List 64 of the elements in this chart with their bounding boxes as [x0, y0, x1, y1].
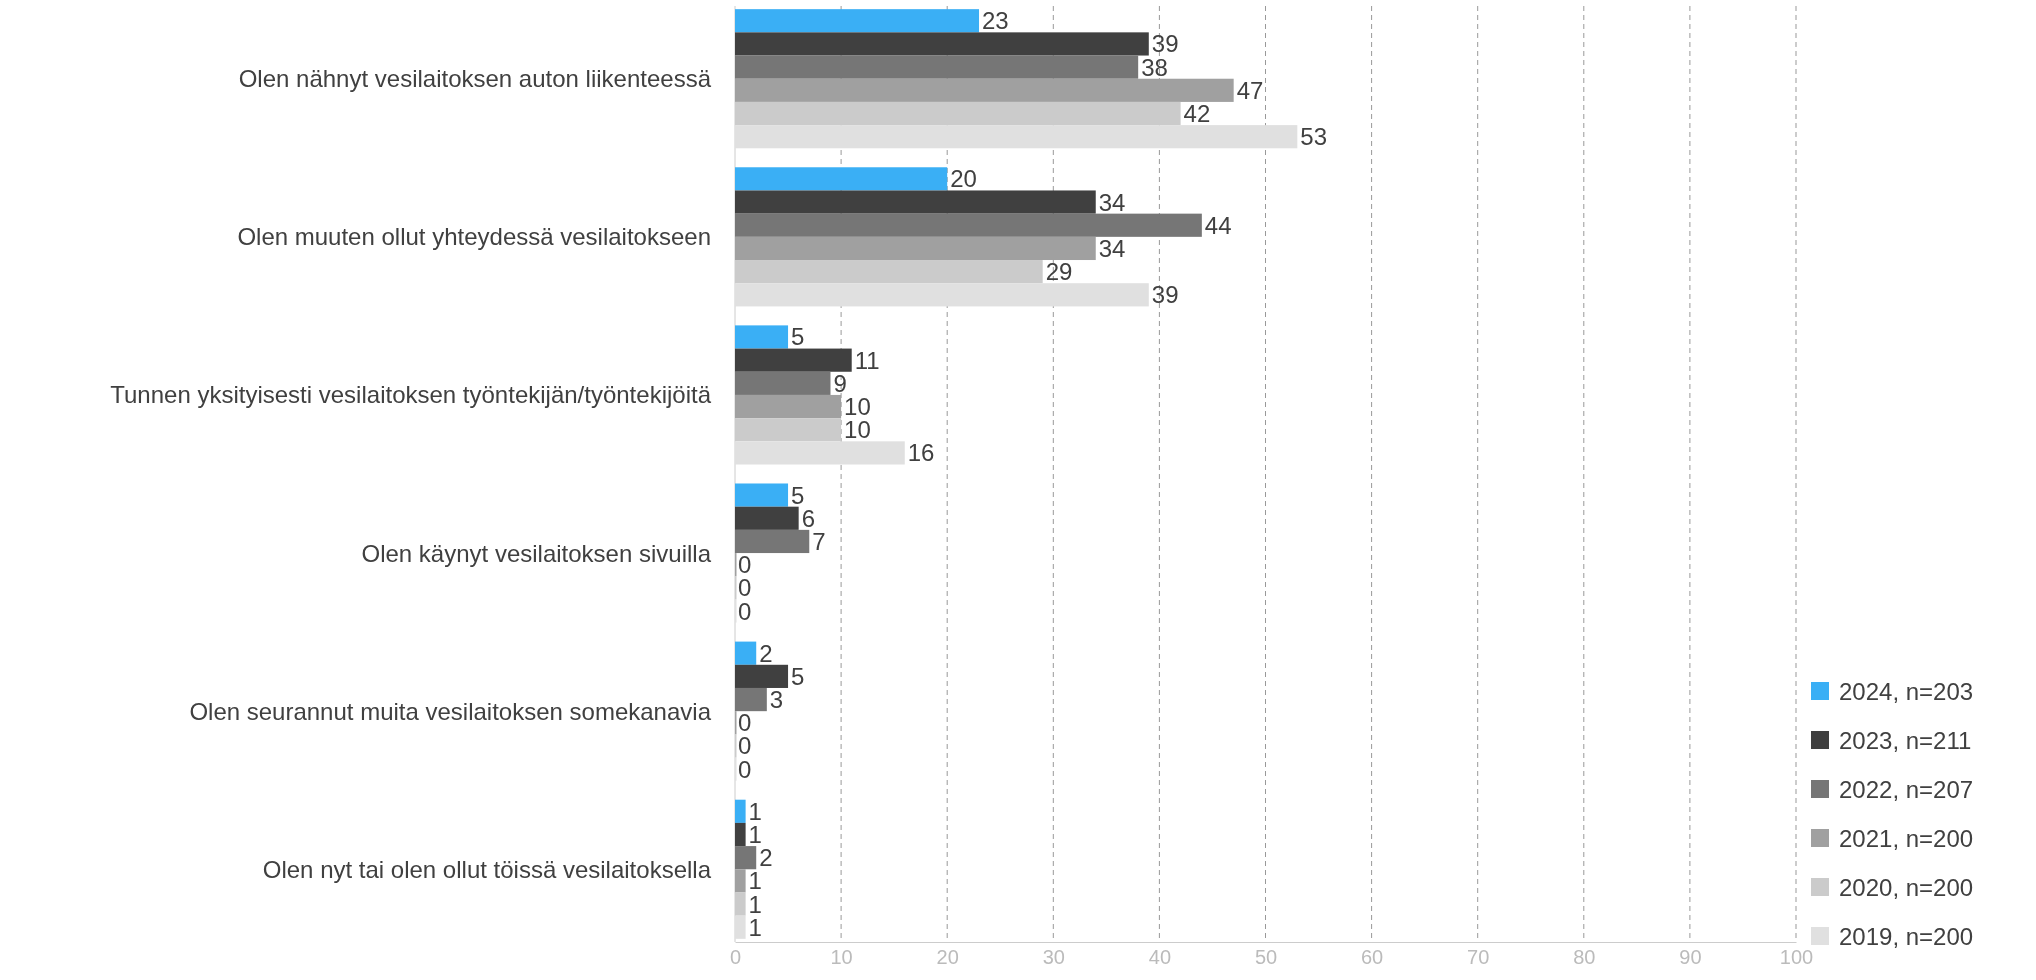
bar: [735, 9, 980, 33]
bar: [735, 167, 948, 191]
bar: [735, 687, 767, 712]
x-tick-label: 60: [1360, 946, 1384, 969]
x-tick-label: 50: [1254, 946, 1278, 969]
data-label: 3: [769, 686, 784, 714]
legend-label: 2023, n=211: [1839, 726, 1972, 754]
bar: [735, 348, 852, 372]
x-tick-label: 100: [1779, 946, 1814, 969]
data-label: 34: [1098, 234, 1126, 262]
y-tick-label: Olen muuten ollut yhteydessä vesilaitokseen: [237, 223, 711, 251]
data-label: 44: [1204, 211, 1232, 239]
data-label: 29: [1045, 258, 1073, 286]
bar: [735, 190, 1096, 214]
legend-label: 2024, n=203: [1839, 677, 1974, 705]
x-tick-label: 30: [1042, 946, 1065, 969]
data-label: 2: [759, 639, 773, 667]
legend-label: 2021, n=200: [1839, 824, 1974, 852]
bar: [735, 55, 1139, 79]
y-tick-label: Tunnen yksityisesti vesilaitoksen työntekijän/työntekijöitä: [110, 381, 712, 409]
y-tick-label: Olen seurannut muita vesilaitoksen somekanavia: [189, 697, 712, 725]
data-label: 16: [907, 439, 935, 467]
data-label: 23: [982, 7, 1009, 35]
bar: [735, 32, 1149, 56]
data-label: 11: [854, 346, 880, 374]
bar: [735, 846, 757, 870]
legend-label: 2020, n=200: [1839, 873, 1974, 901]
x-tick-label: 20: [936, 946, 959, 969]
bar: [735, 371, 831, 395]
data-label: 2: [759, 844, 773, 872]
data-label: 9: [833, 369, 847, 397]
data-label: 42: [1183, 100, 1211, 128]
bar: [735, 213, 1202, 237]
bar: [735, 125, 1298, 149]
bar: [735, 664, 789, 688]
bar: [735, 506, 799, 530]
bar: [735, 283, 1149, 307]
y-tick-label: Olen nyt tai olen ollut töissä vesilaitoksella: [262, 855, 712, 883]
bar: [735, 441, 905, 465]
data-label: 34: [1098, 188, 1126, 216]
bar: [735, 641, 757, 665]
x-tick-label: 80: [1573, 946, 1596, 969]
data-label: 39: [1151, 281, 1179, 309]
bar: [735, 869, 746, 893]
x-tick-label: 70: [1467, 946, 1490, 969]
x-tick-label: 40: [1148, 946, 1172, 969]
bar: [735, 529, 810, 554]
x-tick-label: 90: [1679, 946, 1702, 969]
x-tick-label: 0: [729, 946, 742, 969]
data-label: 5: [791, 662, 805, 690]
data-label: 47: [1236, 76, 1264, 104]
bar: [735, 822, 746, 847]
bar: [735, 915, 746, 939]
legend-label: 2019, n=200: [1839, 922, 1974, 950]
data-label: 20: [950, 165, 977, 193]
bar: [735, 483, 789, 507]
bar: [735, 325, 789, 349]
bar: [735, 799, 746, 823]
y-tick-label: Olen käynyt vesilaitoksen sivuilla: [361, 539, 712, 567]
y-tick-label: Olen nähnyt vesilaitoksen auton liikenteessä: [238, 65, 712, 93]
x-tick-label: 10: [830, 946, 853, 969]
legend-label: 2022, n=207: [1839, 775, 1974, 803]
data-label: 5: [791, 323, 805, 351]
data-label: 53: [1300, 123, 1328, 151]
